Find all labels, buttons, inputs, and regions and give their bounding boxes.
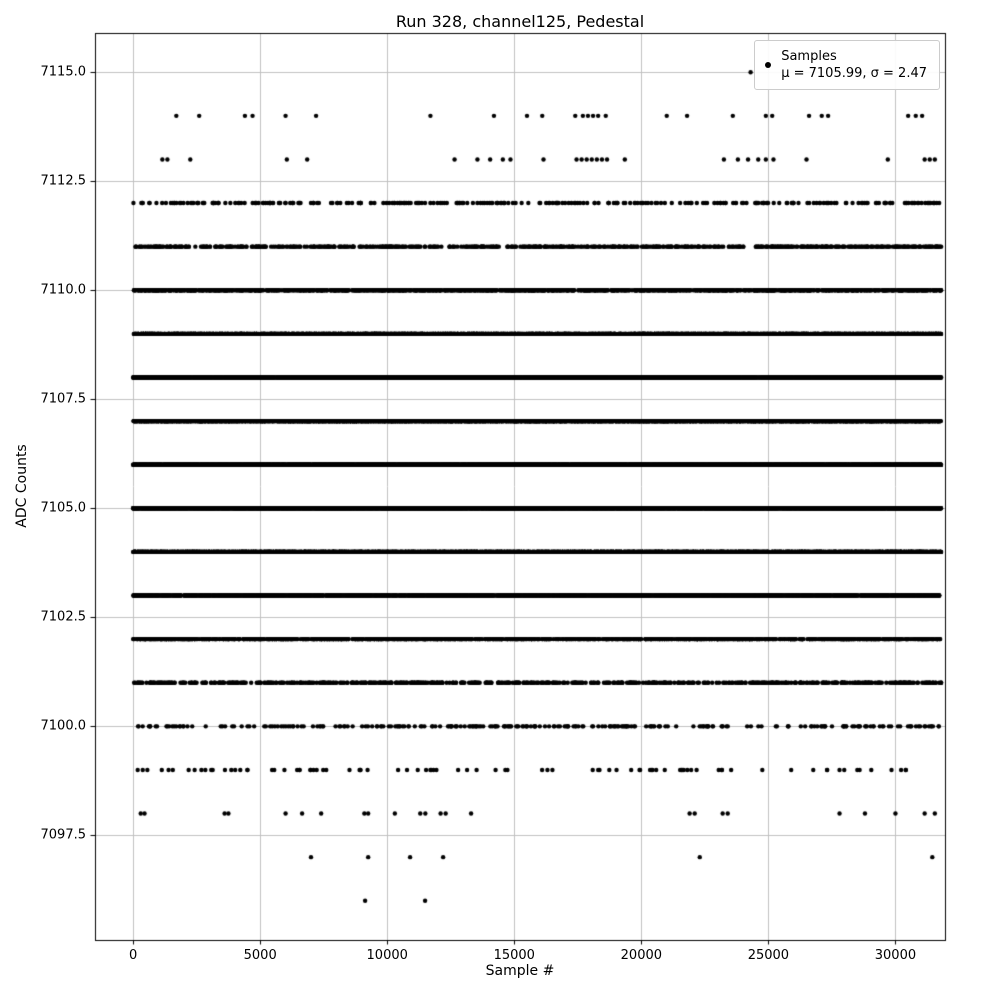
legend-label: Samples [781, 49, 837, 64]
x-tick-label: 20000 [620, 948, 663, 963]
y-axis-label: ADC Counts [14, 444, 30, 528]
legend-stats: μ = 7105.99, σ = 2.47 [781, 66, 927, 81]
y-tick-label: 7100.0 [40, 718, 87, 734]
y-tick-label: 7105.0 [40, 500, 87, 516]
x-tick-label: 10000 [366, 948, 408, 963]
x-tick-label: 15000 [493, 948, 535, 963]
chart-title: Run 328, channel125, Pedestal [395, 12, 645, 31]
x-tick-label: 25000 [747, 948, 790, 963]
legend-text: Samples μ = 7105.99, σ = 2.47 [781, 48, 927, 82]
x-axis-label: Sample # [485, 963, 555, 979]
y-tick-label: 7097.5 [40, 827, 87, 843]
y-tick-label: 7110.0 [40, 282, 87, 298]
y-tick-label: 7112.5 [40, 173, 87, 189]
legend-marker-dot [765, 62, 772, 68]
x-tick-label: 30000 [874, 948, 917, 963]
y-tick-label: 7115.0 [40, 64, 87, 80]
x-tick-label: 0 [128, 948, 138, 963]
y-tick-label: 7107.5 [40, 391, 87, 407]
x-tick-label: 5000 [243, 948, 277, 963]
y-tick-label: 7102.5 [40, 609, 87, 625]
legend: Samples μ = 7105.99, σ = 2.47 [754, 40, 940, 90]
